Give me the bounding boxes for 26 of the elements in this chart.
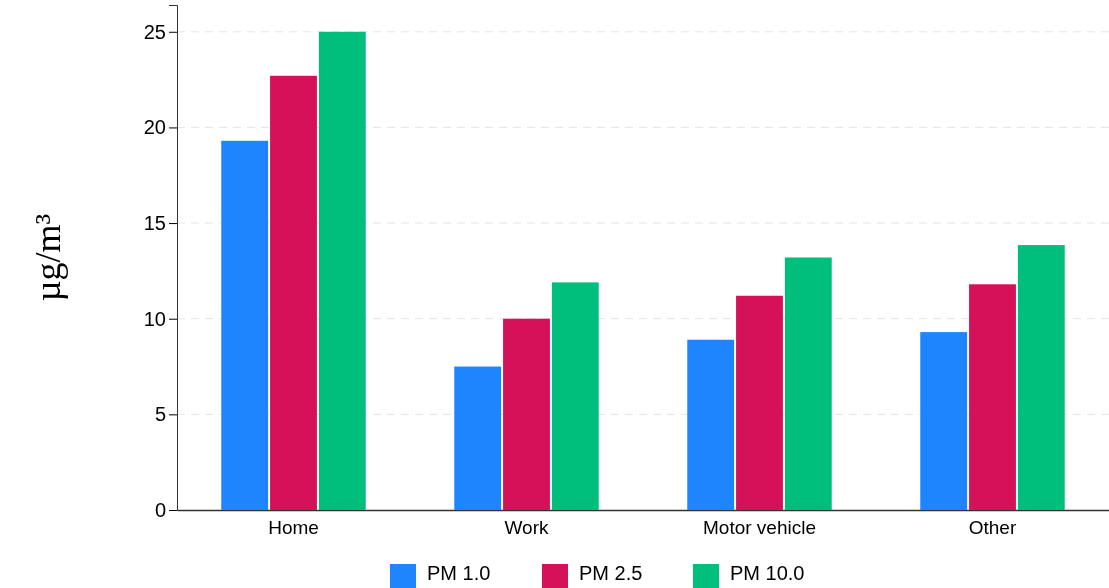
bar	[784, 257, 832, 510]
legend-label: PM 10.0	[730, 562, 805, 584]
x-tick-label: Other	[968, 516, 1017, 538]
y-tick-label: 15	[143, 211, 166, 234]
bar	[454, 366, 502, 510]
bar	[221, 140, 269, 510]
bar	[270, 75, 317, 510]
legend-label: PM 1.0	[427, 562, 491, 584]
bar	[1017, 245, 1065, 510]
y-tick-label: 20	[143, 116, 166, 139]
bar	[551, 282, 599, 510]
bar	[318, 31, 366, 510]
x-tick-label: Home	[268, 516, 319, 538]
y-tick-label: 25	[143, 20, 166, 43]
y-tick-label: 5	[154, 403, 166, 426]
bar	[920, 332, 968, 510]
y-axis-title: µg/m³	[28, 213, 68, 302]
x-tick-label: Work	[504, 516, 549, 538]
y-tick-label: 0	[154, 498, 166, 521]
legend-label: PM 2.5	[579, 562, 643, 584]
bar	[969, 284, 1016, 510]
y-tick-label: 10	[143, 307, 166, 330]
bar	[736, 295, 783, 510]
bar	[503, 318, 550, 510]
bar	[687, 339, 735, 510]
x-tick-label: Motor vehicle	[703, 516, 816, 538]
